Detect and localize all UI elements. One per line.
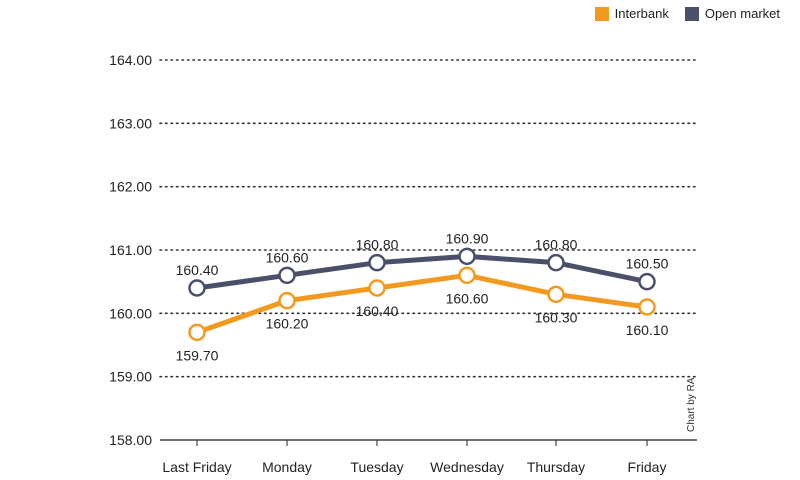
data-label-open-market: 160.80 (535, 237, 578, 253)
legend-item-interbank: Interbank (594, 6, 669, 21)
y-tick-label: 164.00 (109, 52, 152, 68)
legend-swatch-interbank (594, 6, 609, 21)
y-tick-label: 161.00 (109, 242, 152, 258)
legend-item-open-market: Open market (684, 6, 780, 21)
data-point-open-market (278, 266, 296, 285)
data-label-open-market: 160.50 (626, 256, 669, 272)
x-tick-label: Tuesday (350, 459, 403, 475)
data-label-open-market: 160.90 (446, 230, 489, 246)
data-label-open-market: 160.60 (266, 249, 309, 265)
legend: Interbank Open market (594, 6, 780, 21)
data-point-interbank (547, 285, 565, 304)
legend-label-interbank: Interbank (614, 6, 669, 21)
y-tick-label: 163.00 (109, 115, 152, 131)
legend-label-open-market: Open market (704, 6, 780, 21)
x-tick-label: Last Friday (162, 459, 231, 475)
data-label-interbank: 160.10 (626, 322, 669, 338)
series-line-interbank (194, 272, 650, 335)
x-tick-label: Thursday (527, 459, 585, 475)
chart-credit: Chart by RA (686, 377, 697, 432)
x-tick-label: Wednesday (430, 459, 504, 475)
x-tick-label: Friday (628, 459, 667, 475)
data-point-interbank (278, 291, 296, 310)
data-point-interbank (458, 266, 476, 285)
data-point-open-market (547, 253, 565, 272)
y-tick-label: 162.00 (109, 179, 152, 195)
series-line-open-market (194, 253, 650, 291)
y-tick-label: 159.00 (109, 369, 152, 385)
y-tick-label: 160.00 (109, 305, 152, 321)
data-label-interbank: 159.70 (176, 347, 219, 363)
data-point-interbank (638, 298, 656, 316)
data-label-interbank: 160.40 (356, 303, 399, 319)
data-label-interbank: 160.20 (266, 316, 309, 332)
data-point-open-market (638, 272, 656, 291)
data-point-interbank (368, 279, 386, 297)
data-point-open-market (368, 253, 386, 272)
data-point-interbank (188, 323, 206, 342)
data-label-interbank: 160.30 (535, 309, 578, 325)
legend-swatch-open-market (684, 6, 699, 21)
data-point-open-market (188, 279, 206, 297)
y-tick-label: 158.00 (109, 432, 152, 448)
x-tick-label: Monday (262, 459, 312, 475)
data-point-open-market (458, 247, 476, 266)
data-label-open-market: 160.40 (176, 262, 219, 278)
data-label-interbank: 160.60 (446, 290, 489, 306)
data-label-open-market: 160.80 (356, 237, 399, 253)
